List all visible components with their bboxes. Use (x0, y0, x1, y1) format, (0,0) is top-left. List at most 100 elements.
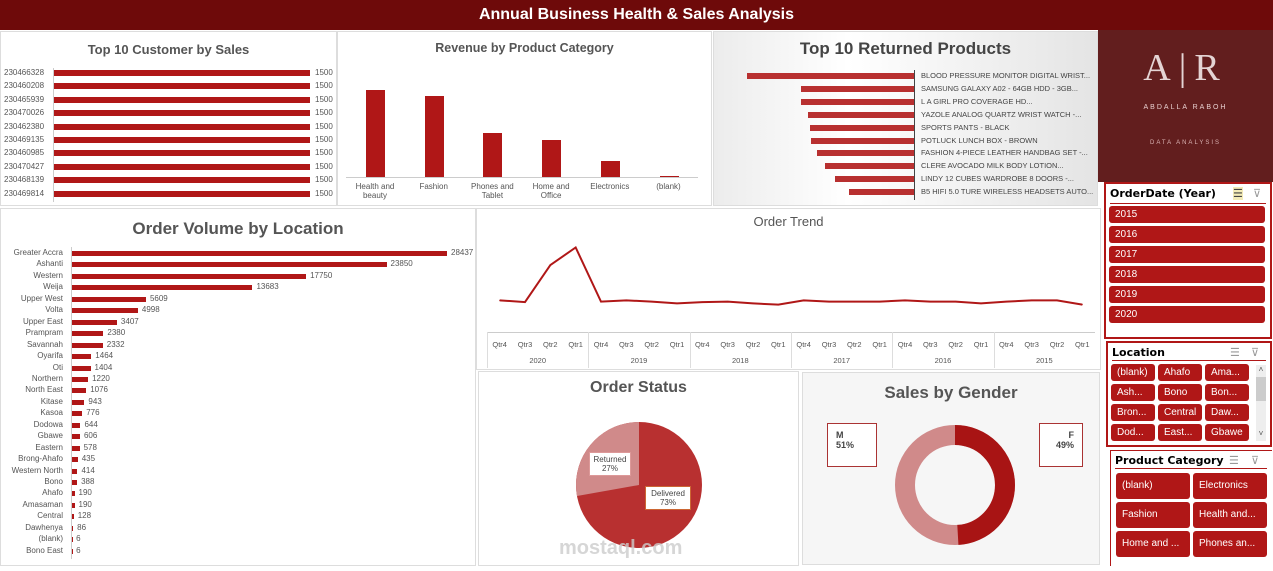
bar (72, 457, 78, 463)
quarter-label: Qtr1 (771, 340, 786, 349)
slicer-item-2020[interactable]: 2020 (1109, 306, 1265, 323)
data-label: 644 (84, 419, 98, 429)
top-returned-products-chart: Top 10 Returned Products BLOOD PRESSURE … (713, 31, 1098, 206)
category-label: Electronics (590, 182, 630, 191)
data-label: 2332 (106, 339, 125, 349)
divider (1110, 203, 1266, 204)
slicer-item[interactable]: Gbawe (1205, 424, 1249, 441)
bar (54, 110, 310, 117)
data-label: 1076 (90, 385, 108, 395)
bar (659, 176, 679, 177)
category-label: 230468139 (4, 175, 45, 185)
label-m: M 51% (827, 423, 877, 467)
quarter-label: Qtr3 (517, 340, 533, 349)
trend-point (575, 246, 577, 248)
logo-name: ABDALLA RABOH (1143, 104, 1228, 111)
clear-filter-icon[interactable]: ⊽ (1251, 455, 1260, 467)
trend-point (727, 301, 729, 303)
chart-title: Top 10 Returned Products (799, 39, 1012, 58)
multi-select-icon[interactable]: ☰ (1230, 347, 1240, 359)
label-returned: Returned 27% (589, 452, 631, 476)
year-label: 2017 (833, 356, 850, 365)
bar (811, 137, 914, 144)
data-label: 4998 (141, 305, 160, 315)
slicer-item-2016[interactable]: 2016 (1109, 226, 1265, 243)
slicer-item[interactable]: Health and... (1193, 502, 1267, 528)
quarter-label: Qtr1 (973, 340, 989, 349)
slicer-item[interactable]: Home and ... (1116, 531, 1190, 557)
bar (54, 177, 310, 184)
slicer-item-2019[interactable]: 2019 (1109, 286, 1265, 303)
category-label: 230469135 (4, 135, 45, 144)
category-label: B5 HIFI 5.0 TURE WIRELESS HEADSETS AUTO.… (921, 187, 1094, 197)
trend-plot (499, 245, 1083, 306)
product-category-slicer: Product Category ☰ ⊽ (blank) Electronics F… (1110, 450, 1272, 566)
quarter-label: Qtr1 (568, 340, 583, 349)
category-label: Weija (43, 282, 63, 292)
slicer-item[interactable]: (blank) (1116, 473, 1190, 499)
year-divider (993, 332, 995, 368)
slicer-item[interactable]: Ahafo (1158, 364, 1202, 381)
bar (483, 133, 503, 177)
year-divider (689, 332, 691, 368)
bar (72, 411, 83, 417)
data-label: 23850 (390, 259, 413, 269)
category-label: 230470427 (4, 161, 45, 171)
slicer-item[interactable]: Dod... (1111, 424, 1155, 441)
bar (825, 163, 914, 170)
slicer-item[interactable]: Bon... (1205, 384, 1249, 401)
clear-filter-icon[interactable]: ⊽ (1253, 188, 1262, 200)
category-label: Kitase (40, 396, 63, 406)
bar (817, 150, 914, 157)
bar (808, 111, 914, 118)
slicer-item[interactable]: Central (1158, 404, 1202, 421)
slicer-item[interactable]: Bron... (1111, 404, 1155, 421)
category-label: 230469814 (4, 188, 45, 198)
quarter-label: Qtr4 (796, 340, 811, 349)
slicer-item[interactable]: Ash... (1111, 384, 1155, 401)
trend-point (524, 301, 526, 303)
slicer-item[interactable]: Fashion (1116, 502, 1190, 528)
year-label: 2019 (630, 356, 648, 365)
data-label: 1500 (315, 121, 333, 131)
clear-filter-icon[interactable]: ⊽ (1251, 347, 1260, 359)
slicer-item-2017[interactable]: 2017 (1109, 246, 1265, 263)
slicer-item[interactable]: Bono (1158, 384, 1202, 401)
quarter-label: Qtr3 (923, 340, 938, 349)
year-divider (588, 332, 590, 368)
slicer-item[interactable]: Electronics (1193, 473, 1267, 499)
year-slicer: OrderDate (Year) ☰ ⊽ 2015 2016 2017 2018 201… (1104, 182, 1272, 339)
slice-label: Returned (593, 455, 627, 464)
quarter-label: Qtr3 (821, 340, 837, 349)
bar (72, 354, 92, 360)
slice-label: Delivered (651, 489, 685, 498)
slicer-item[interactable]: (blank) (1111, 364, 1155, 381)
logo: A|R ABDALLA RABOH DATA ANALYSIS (1098, 30, 1273, 182)
data-label: 1500 (315, 188, 333, 198)
category-label: SAMSUNG GALAXY A02 - 64GB HDD - 3GB... (921, 83, 1078, 93)
slicer-item-2018[interactable]: 2018 (1109, 266, 1265, 283)
data-label: 1500 (315, 94, 333, 104)
category-label: L A GIRL PRO COVERAGE HD... (921, 96, 1033, 106)
data-label: 578 (83, 442, 97, 452)
category-label: Upper West (20, 293, 63, 303)
trend-point (1031, 299, 1033, 301)
slicer-item[interactable]: Ama... (1205, 364, 1249, 381)
slicer-item-2015[interactable]: 2015 (1109, 206, 1265, 223)
slicer-item[interactable]: Phones an... (1193, 531, 1267, 557)
bar (72, 262, 387, 268)
data-label: 1464 (95, 351, 114, 361)
bar (54, 123, 310, 130)
multi-select-icon[interactable]: ☰ (1233, 187, 1243, 200)
multi-select-icon[interactable]: ☰ (1229, 455, 1239, 467)
bar (54, 96, 310, 103)
trend-point (777, 304, 779, 306)
axis-line (346, 177, 698, 178)
slicer-item[interactable]: East... (1158, 424, 1202, 441)
order-status-chart: Order Status Returned 27% Delivered 73% mo… (478, 371, 799, 566)
donut-slice-f (895, 425, 1015, 545)
quarter-label: Qtr2 (847, 340, 862, 349)
scrollbar[interactable]: ˄ ˅ (1256, 365, 1266, 441)
revenue-by-category-chart: Revenue by Product Category Health and b… (337, 31, 712, 206)
slicer-item[interactable]: Daw... (1205, 404, 1249, 421)
